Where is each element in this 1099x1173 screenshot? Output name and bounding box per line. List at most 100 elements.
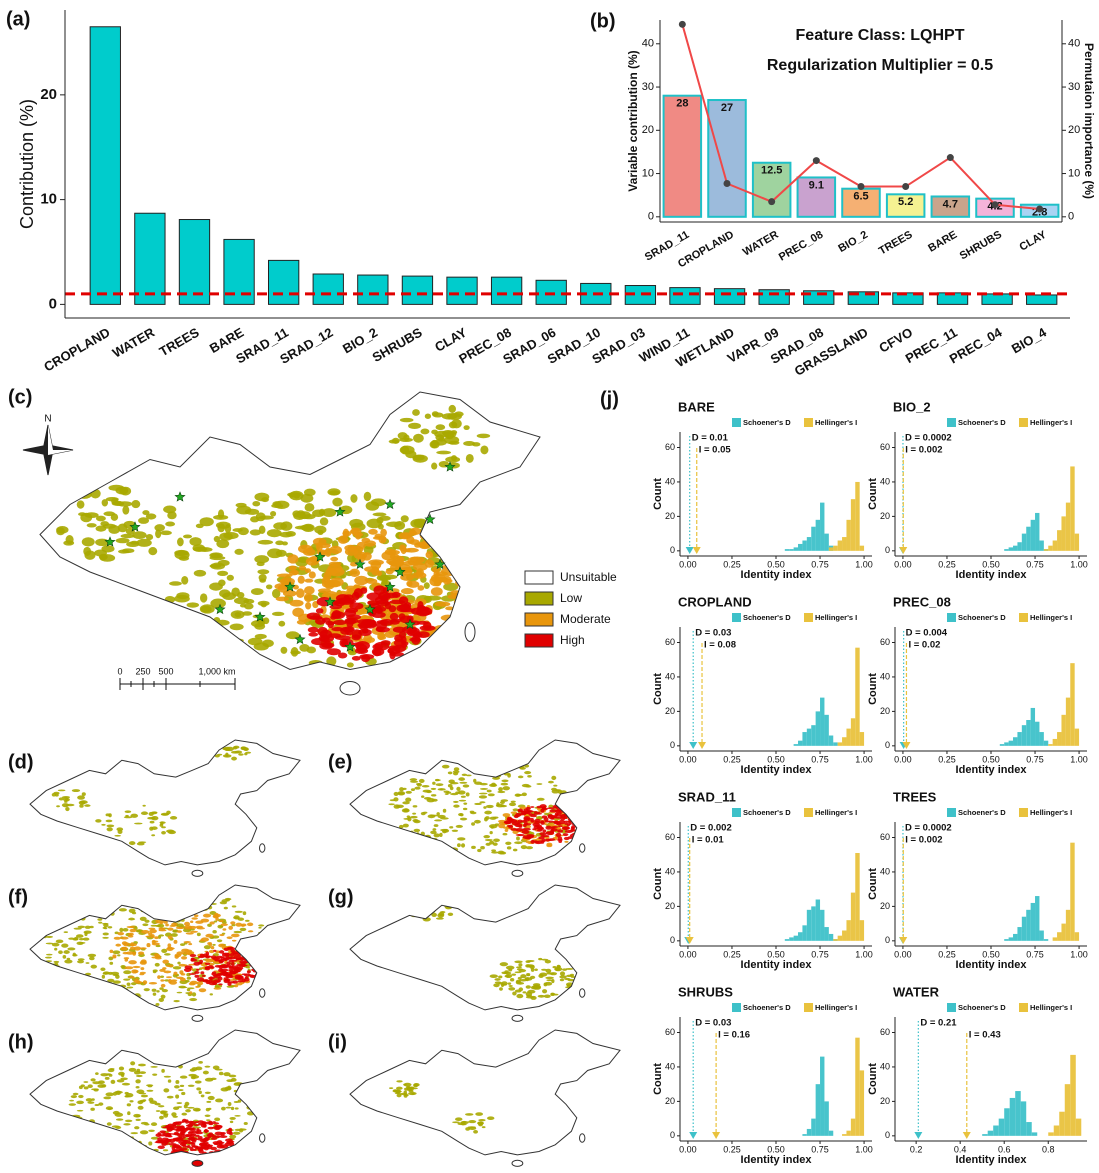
map-patch xyxy=(146,1090,153,1092)
bar xyxy=(536,280,566,304)
map-patch xyxy=(179,970,183,974)
map-patch xyxy=(141,1095,148,1098)
map-patch xyxy=(239,1091,246,1093)
panel-title: BIO_2 xyxy=(893,399,931,414)
map-patch xyxy=(205,966,209,969)
map-patch xyxy=(203,1142,209,1144)
map-patch xyxy=(215,917,218,921)
map-patch xyxy=(161,1142,167,1146)
map-patch xyxy=(474,820,481,824)
map-patch xyxy=(188,892,196,896)
map-patch xyxy=(127,986,134,988)
map-patch xyxy=(107,991,114,994)
map-patch xyxy=(216,539,229,548)
map-patch xyxy=(526,985,531,989)
map-patch xyxy=(198,894,203,898)
map-patch xyxy=(177,962,180,965)
map-patch xyxy=(123,1123,130,1125)
map-patch xyxy=(308,627,319,633)
map-patch xyxy=(261,938,267,940)
histogram-bar xyxy=(798,741,802,746)
map-patch xyxy=(243,952,249,955)
histogram-bar xyxy=(816,711,820,745)
histogram-bar xyxy=(798,932,802,941)
map-patch xyxy=(212,971,216,974)
map-patch xyxy=(174,550,189,559)
map-patch xyxy=(424,582,430,589)
panel-label: (g) xyxy=(328,886,354,908)
map-patch xyxy=(115,1135,121,1137)
map-patch xyxy=(287,492,302,497)
y-axis-title: Count xyxy=(867,673,879,705)
map-patch xyxy=(563,833,569,836)
map-patch xyxy=(177,1146,182,1148)
map-patch xyxy=(412,813,416,815)
map-patch xyxy=(374,642,389,651)
map-patch xyxy=(256,969,264,971)
map-patch xyxy=(113,980,121,983)
map-patch xyxy=(191,627,205,631)
histogram-bar xyxy=(1031,903,1035,941)
map-patch xyxy=(90,1108,95,1111)
point xyxy=(902,183,909,190)
island xyxy=(192,870,203,876)
map-patch xyxy=(443,790,449,793)
map-patch xyxy=(45,919,49,921)
legend-swatch xyxy=(1019,1003,1028,1012)
map-patch xyxy=(565,808,569,811)
map-patch xyxy=(231,610,245,619)
map-patch xyxy=(361,655,370,663)
map-patch xyxy=(142,923,148,926)
map-patch xyxy=(205,1154,211,1158)
map-patch xyxy=(228,926,233,930)
histogram-bar xyxy=(1009,741,1013,746)
map-patch xyxy=(149,982,157,984)
map-patch xyxy=(183,534,192,538)
map-patch xyxy=(212,1121,216,1123)
map-patch xyxy=(178,1128,185,1131)
x-tick-label: 0.00 xyxy=(679,754,697,764)
map-patch xyxy=(195,1080,202,1083)
map-patch xyxy=(436,424,446,430)
histogram-bar xyxy=(1048,744,1052,746)
map-patch xyxy=(542,815,548,818)
map-patch xyxy=(221,923,228,926)
map-patch xyxy=(503,813,511,817)
map-patch xyxy=(56,527,65,535)
map-patch xyxy=(88,1084,93,1088)
map-patch xyxy=(175,1080,179,1084)
y-axis-title: Contribution (%) xyxy=(17,99,37,229)
map-patch xyxy=(564,807,572,810)
x-axis-title: Identity index xyxy=(956,1154,1028,1166)
map-patch xyxy=(194,975,199,978)
map-patch xyxy=(161,909,165,913)
map-patch xyxy=(552,821,559,824)
map-patch xyxy=(230,979,234,981)
histogram-bar xyxy=(807,1129,811,1136)
map-patch xyxy=(52,793,56,797)
map-patch xyxy=(345,586,356,591)
map-patch xyxy=(187,602,199,607)
map-patch xyxy=(398,432,408,439)
map-patch xyxy=(453,801,459,803)
map-patch xyxy=(399,544,406,551)
map-patch xyxy=(576,960,583,963)
map-patch xyxy=(402,561,416,566)
bar xyxy=(664,96,702,217)
map-patch xyxy=(190,920,193,923)
map-patch xyxy=(467,1126,476,1128)
histogram-bar xyxy=(1013,934,1017,941)
annotation: Regularization Multiplier = 0.5 xyxy=(767,57,993,74)
map-patch xyxy=(477,1122,484,1125)
annotation: I = 0.43 xyxy=(969,1030,1001,1041)
y-tick-label: 0 xyxy=(885,935,890,945)
map-patch xyxy=(288,566,296,571)
map-patch xyxy=(103,933,109,936)
map-patch xyxy=(145,889,153,891)
x-tick-label: WATER xyxy=(110,324,158,360)
map-patch xyxy=(202,891,206,894)
map-patch xyxy=(574,959,582,963)
map-patch xyxy=(563,806,570,810)
map-patch xyxy=(413,805,418,807)
map-patch xyxy=(487,1116,494,1120)
